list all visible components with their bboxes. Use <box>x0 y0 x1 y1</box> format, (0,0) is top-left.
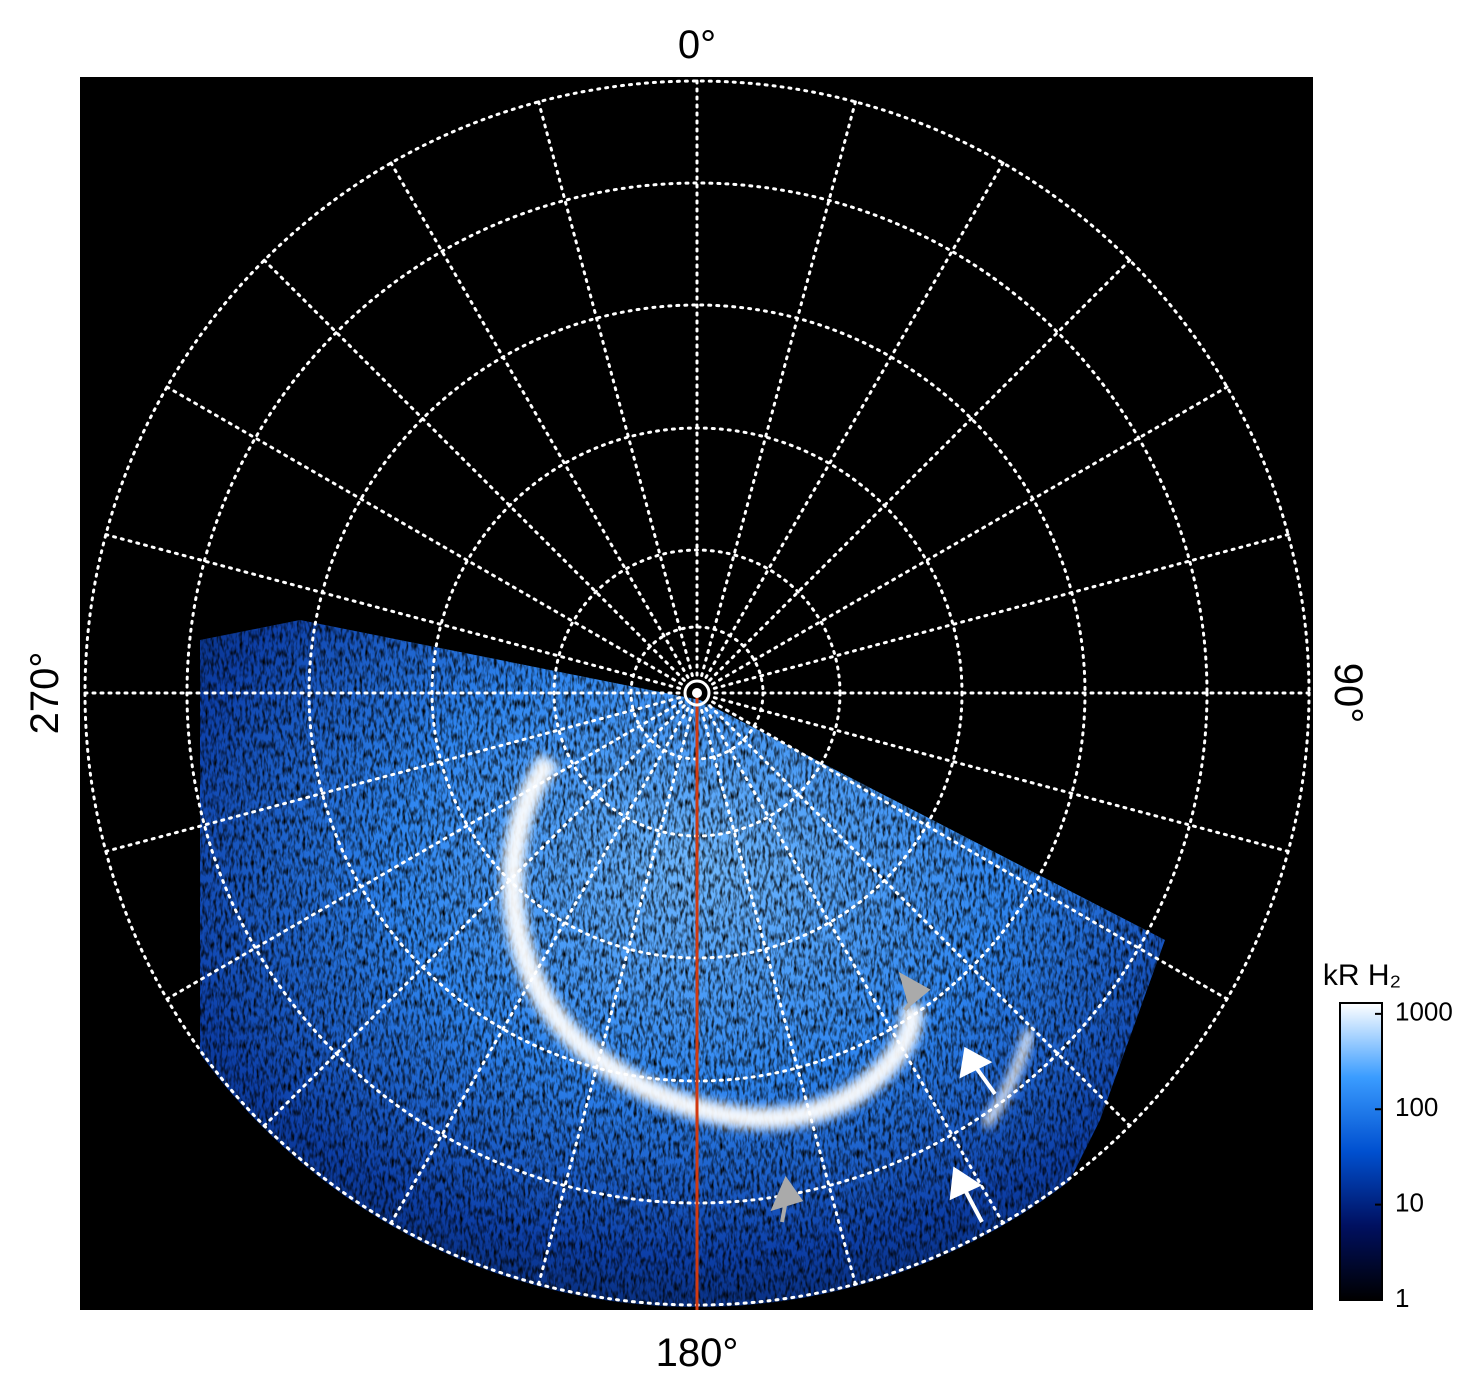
arrow <box>770 1175 804 1223</box>
label-left: 270° <box>23 652 67 735</box>
arrow <box>949 1166 984 1223</box>
longitude-line <box>704 707 1005 1225</box>
polar-grid <box>83 79 1311 1307</box>
colorbar-tick-label: 10 <box>1395 1187 1424 1217</box>
colorbar <box>1339 1002 1383 1301</box>
longitude-line <box>165 385 683 686</box>
longitude-line <box>389 161 690 679</box>
label-bottom: 180° <box>656 1331 739 1375</box>
colorbar-ticks: 1 10 100 1000 <box>1375 997 1453 1313</box>
colorbar-label: kR H₂ <box>1323 959 1401 992</box>
longitude-line <box>537 708 694 1286</box>
longitude-line <box>700 100 857 678</box>
outer-arc <box>981 1028 1035 1128</box>
colorbar-tick-label: 1 <box>1395 1283 1409 1313</box>
label-right: 90° <box>1326 663 1370 724</box>
longitude-line <box>104 696 682 853</box>
colorbar-tick-label: 1000 <box>1395 997 1453 1027</box>
arrows <box>770 971 997 1223</box>
longitude-line <box>537 100 694 678</box>
longitude-line <box>704 161 1005 679</box>
aurora <box>200 620 1165 1307</box>
longitude-line <box>165 700 683 1001</box>
longitude-line <box>708 704 1132 1128</box>
arrow <box>898 971 931 1012</box>
longitude-line <box>708 258 1132 682</box>
arrow <box>959 1046 997 1096</box>
longitude-line <box>712 533 1290 690</box>
main-oval <box>501 753 924 1130</box>
longitude-line <box>712 696 1290 853</box>
longitude-line <box>104 533 682 690</box>
longitude-line <box>262 258 686 682</box>
emission-noise <box>200 620 1165 1307</box>
longitude-line <box>262 704 686 1128</box>
longitude-line <box>711 700 1229 1001</box>
longitude-line <box>389 707 690 1225</box>
longitude-line <box>700 708 857 1286</box>
pole-marker <box>683 679 711 707</box>
label-top: 0° <box>678 23 716 67</box>
longitude-line <box>711 385 1229 686</box>
pole-dot <box>692 688 702 698</box>
colorbar-tick-label: 100 <box>1395 1092 1438 1122</box>
